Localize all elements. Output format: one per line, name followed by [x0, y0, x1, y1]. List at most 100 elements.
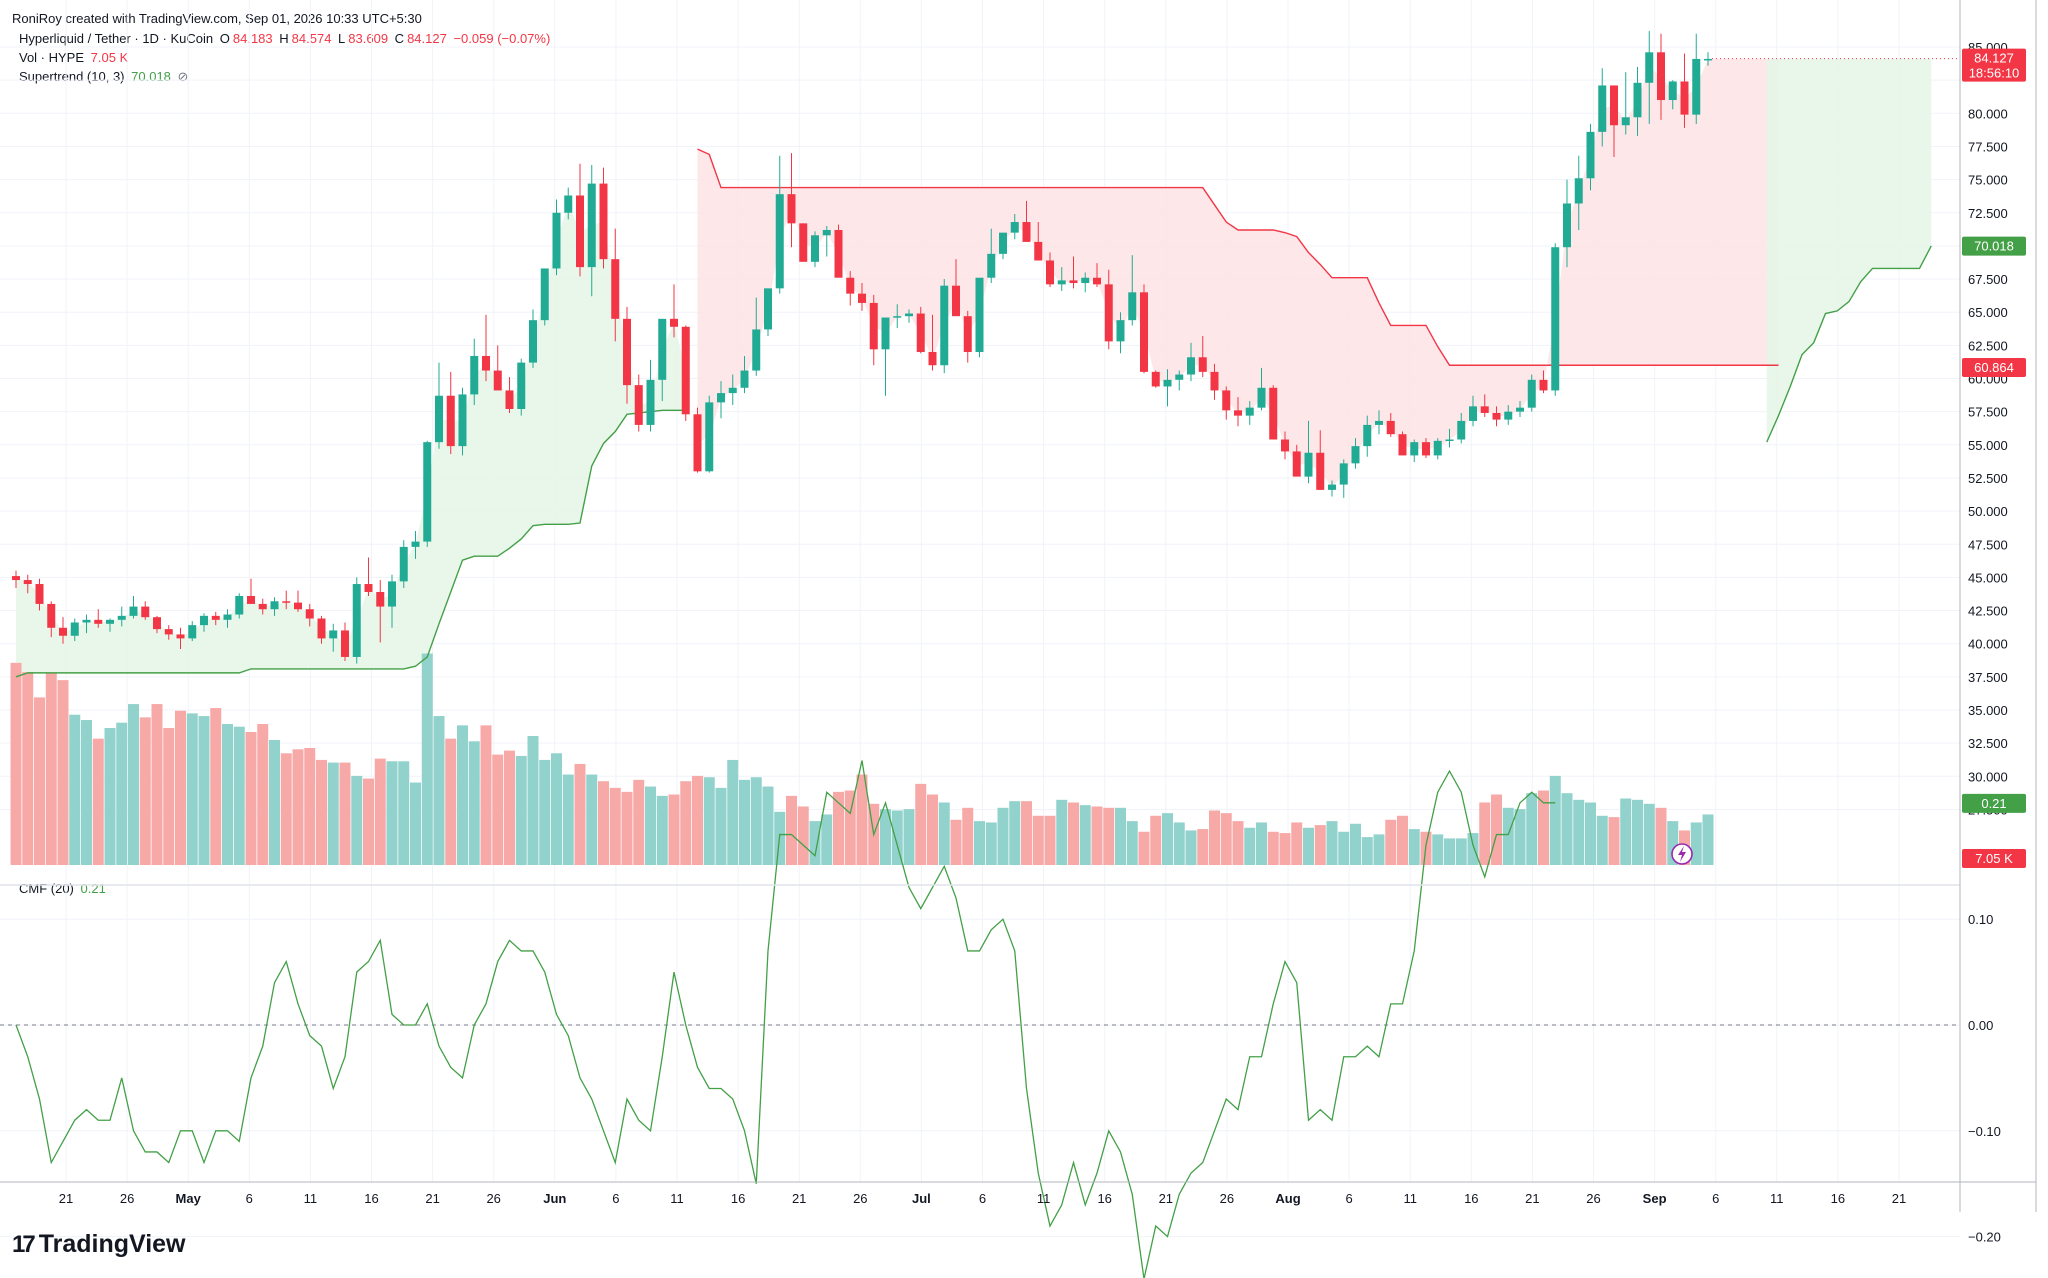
volume-bar	[69, 714, 81, 865]
volume-bar	[1350, 823, 1361, 865]
candle-body	[1116, 320, 1125, 342]
time-tick-label: 6	[1345, 1191, 1352, 1206]
candle-body	[258, 603, 267, 610]
candle-body	[564, 195, 573, 213]
volume-bar	[22, 672, 34, 865]
symbol-title[interactable]: Hyperliquid / Tether · 1D · KuCoin	[19, 31, 214, 46]
volume-bar	[1526, 793, 1538, 865]
time-tick-label: 21	[1159, 1191, 1173, 1206]
volume-bar	[1220, 813, 1232, 865]
volume-bar	[574, 763, 586, 865]
volume-bar	[410, 782, 421, 865]
volume-bar	[139, 717, 151, 865]
candle-body	[1422, 442, 1430, 456]
lightning-icon[interactable]	[1671, 843, 1693, 865]
volume-bar	[1009, 801, 1021, 865]
supertrend-lines	[15, 148, 1932, 678]
volume-bar	[269, 739, 280, 865]
supertrend-band-badge	[1962, 358, 2026, 378]
volume-bar	[633, 779, 645, 865]
volume-bar	[1068, 802, 1079, 865]
time-tick-label: 16	[364, 1191, 378, 1206]
tradingview-logo[interactable]: 17 TradingView	[12, 1230, 186, 1259]
supertrend-area	[1766, 58, 1932, 443]
volume-bar	[1397, 815, 1408, 865]
supertrend-area	[697, 58, 1779, 488]
candle-body	[1645, 52, 1654, 83]
price-tick-label: 35.000	[1968, 703, 2008, 718]
candle-body	[35, 584, 44, 604]
candle-body	[1680, 81, 1689, 115]
candle-body	[1163, 379, 1172, 387]
candle-body	[493, 370, 502, 391]
candle-body	[646, 379, 655, 425]
volume-bar	[457, 725, 468, 865]
volume-bar	[680, 781, 692, 865]
candle-body	[1187, 357, 1195, 375]
volume-bar	[1232, 821, 1244, 865]
candle-body	[270, 601, 279, 610]
cmf-tick-label: −0.20	[1968, 1230, 2001, 1245]
volume-bar	[1667, 821, 1679, 865]
candle-body	[916, 313, 925, 352]
volume-bar	[1514, 809, 1526, 865]
price-tick-label: 77.500	[1968, 139, 2008, 154]
volume-bar	[1032, 815, 1044, 865]
volume-bar	[245, 732, 257, 865]
time-tick-label: Jun	[543, 1191, 566, 1206]
volume-bar	[222, 724, 233, 865]
price-axis[interactable]: 85.00080.00077.50075.00072.50070.00067.5…	[1968, 40, 2008, 817]
volume-bar	[1702, 814, 1714, 865]
candle-body	[1563, 203, 1571, 248]
candle-body	[1398, 434, 1407, 456]
volume-bar	[1173, 822, 1185, 865]
candle-body	[200, 615, 208, 626]
volume-bar	[1432, 834, 1444, 865]
volume-bar	[1573, 799, 1585, 865]
volume-bar	[985, 822, 997, 865]
volume-bar	[797, 806, 809, 865]
candle-body	[411, 541, 420, 547]
candle-body	[1386, 420, 1395, 435]
candle-body	[1175, 374, 1184, 380]
volume-bar	[1585, 802, 1596, 865]
volume-bar	[1021, 801, 1032, 865]
candle-body	[775, 194, 784, 289]
price-tick-label: 52.500	[1968, 471, 2008, 486]
cmf-tick-label: −0.10	[1968, 1124, 2001, 1139]
candle-body	[1574, 178, 1583, 204]
price-tick-label: 72.500	[1968, 206, 2008, 221]
volume-bar	[151, 704, 163, 865]
tv-brand-text: TradingView	[38, 1230, 186, 1258]
cmf-series	[0, 760, 1960, 1278]
change-value: −0.059 (−0.07%)	[453, 31, 551, 46]
volume-bar	[1690, 822, 1702, 865]
hide-eye-icon[interactable]: ⊘	[177, 69, 189, 84]
volume-bar	[1538, 790, 1549, 865]
candle-body	[1281, 439, 1289, 452]
time-tick-label: 21	[425, 1191, 439, 1206]
candle-body	[1704, 58, 1712, 61]
volume-bar	[1044, 815, 1056, 865]
price-tick-label: 57.500	[1968, 405, 2008, 420]
candle-body	[1022, 222, 1031, 242]
volume-bar	[1314, 825, 1326, 865]
tv-logo-icon: 17	[12, 1230, 36, 1258]
candle-body	[1245, 407, 1254, 416]
creator-line: RoniRoy created with TradingView.com, Se…	[12, 11, 422, 26]
candle-body	[1504, 411, 1513, 420]
volume-legend: Vol · HYPE 7.05 K	[19, 50, 131, 65]
volume-bar	[1279, 833, 1291, 865]
volume-bar	[57, 680, 69, 865]
cmf-axis[interactable]: 0.10 0.00 −0.10 −0.20	[1968, 912, 2001, 1244]
cmf-badge	[1962, 793, 2026, 813]
volume-bar	[598, 781, 609, 865]
candle-body	[1140, 292, 1148, 372]
volume-bar	[1608, 817, 1620, 865]
candle-body	[787, 194, 796, 224]
volume-label[interactable]: Vol · HYPE	[19, 50, 85, 65]
time-axis[interactable]: 21 26 May 6 11 16 21 26 Jun 6 11 16 21 26 Jul 6 11 16 21 26…	[59, 1191, 1906, 1206]
candle-body	[846, 277, 855, 294]
